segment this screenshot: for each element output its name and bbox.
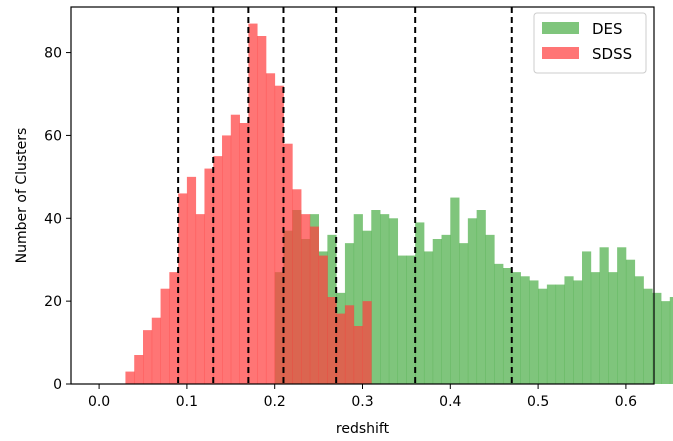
des-bar	[582, 251, 592, 384]
des-bar	[608, 272, 618, 384]
des-bar	[450, 197, 460, 384]
sdss-bar	[222, 135, 232, 384]
des-bar	[625, 259, 636, 384]
des-bar	[423, 251, 434, 384]
sdss-bar	[327, 297, 337, 384]
sdss-bar	[283, 143, 293, 384]
x-tick-label: 0.1	[176, 394, 198, 410]
des-bar	[406, 255, 416, 384]
sdss-bar	[151, 317, 161, 384]
x-axis-ticks: 0.0 0.1 0.2 0.3 0.4 0.5 0.6	[88, 384, 637, 410]
sdss-bar	[125, 371, 135, 384]
des-bar	[388, 218, 399, 384]
sdss-bar	[318, 255, 328, 384]
legend: DES SDSS	[533, 12, 647, 74]
y-axis-ticks: 0 20 40 60 80	[44, 46, 71, 393]
sdss-bar	[257, 36, 267, 384]
des-bar	[546, 284, 557, 384]
des-bar	[520, 276, 530, 384]
des-bar	[564, 276, 574, 384]
sdss-bar	[301, 214, 311, 384]
sdss-bar	[230, 114, 240, 385]
des-bar	[634, 276, 644, 384]
des-bar	[459, 243, 469, 384]
des-bar	[573, 280, 583, 384]
des-bar	[467, 218, 478, 384]
x-tick-label: 0.5	[527, 394, 549, 410]
des-bar	[441, 234, 451, 384]
y-tick-label: 60	[44, 128, 62, 144]
des-bar	[661, 301, 671, 384]
sdss-bar	[204, 168, 214, 384]
des-bar	[476, 210, 486, 384]
legend-swatch-sdss	[542, 47, 579, 59]
des-bar	[415, 222, 425, 384]
sdss-bar	[248, 23, 258, 384]
sdss-bar	[169, 272, 179, 384]
sdss-bar	[353, 326, 363, 384]
des-bar	[652, 292, 662, 384]
y-tick-label: 80	[44, 46, 62, 62]
des-bar	[380, 214, 390, 384]
sdss-bar	[274, 85, 284, 385]
sdss-bar	[186, 176, 197, 384]
sdss-bar	[265, 73, 276, 384]
sdss-bar	[160, 288, 170, 384]
des-bar	[538, 288, 548, 384]
y-tick-label: 0	[53, 377, 62, 393]
sdss-bar	[239, 123, 249, 384]
x-tick-label: 0.2	[264, 394, 286, 410]
bars-layer	[125, 23, 673, 385]
des-bar	[529, 280, 539, 384]
sdss-bar	[143, 330, 153, 384]
y-tick-label: 20	[44, 294, 62, 310]
des-bar	[485, 234, 495, 384]
des-bar	[590, 272, 600, 384]
des-bar	[494, 263, 504, 384]
des-bar	[555, 284, 565, 384]
x-tick-label: 0.4	[439, 394, 461, 410]
des-bar	[669, 297, 673, 384]
sdss-bar	[309, 226, 319, 384]
x-tick-label: 0.0	[88, 394, 110, 410]
des-bar	[599, 247, 609, 384]
sdss-bar	[292, 189, 302, 384]
sdss-bar	[344, 305, 355, 384]
sdss-bar	[195, 214, 205, 384]
x-tick-label: 0.6	[615, 394, 637, 410]
des-bar	[502, 268, 513, 384]
legend-swatch-des	[542, 22, 579, 34]
des-bar	[353, 214, 363, 384]
sdss-bar	[336, 313, 346, 384]
des-bar	[511, 272, 521, 384]
y-axis-label: Number of Clusters	[14, 128, 30, 264]
des-bar	[371, 210, 381, 384]
legend-label-des: DES	[592, 20, 623, 38]
des-bar	[432, 239, 442, 384]
legend-label-sdss: SDSS	[592, 45, 632, 63]
y-tick-label: 40	[44, 211, 62, 227]
des-bar	[643, 288, 653, 384]
sdss-bar	[134, 355, 144, 384]
sdss-bar	[213, 156, 223, 384]
des-bar	[397, 255, 407, 384]
sdss-bar	[178, 193, 188, 384]
des-bar	[617, 247, 627, 384]
vertical-lines-layer	[177, 7, 513, 384]
sdss-bar	[362, 301, 372, 384]
x-axis-label: redshift	[336, 421, 390, 437]
x-tick-label: 0.3	[351, 394, 373, 410]
